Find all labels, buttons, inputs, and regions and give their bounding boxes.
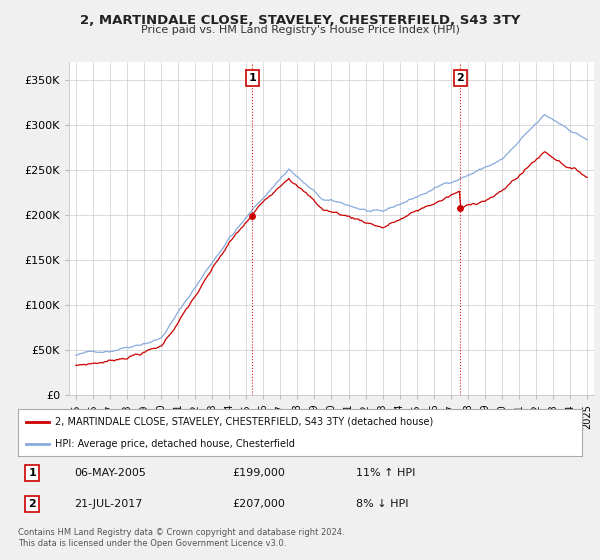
Text: 1: 1	[28, 468, 36, 478]
Text: 2, MARTINDALE CLOSE, STAVELEY, CHESTERFIELD, S43 3TY: 2, MARTINDALE CLOSE, STAVELEY, CHESTERFI…	[80, 14, 520, 27]
Text: 11% ↑ HPI: 11% ↑ HPI	[356, 468, 416, 478]
Text: HPI: Average price, detached house, Chesterfield: HPI: Average price, detached house, Ches…	[55, 438, 295, 449]
Text: Contains HM Land Registry data © Crown copyright and database right 2024.
This d: Contains HM Land Registry data © Crown c…	[18, 528, 344, 548]
Text: Price paid vs. HM Land Registry's House Price Index (HPI): Price paid vs. HM Land Registry's House …	[140, 25, 460, 35]
Text: 2: 2	[28, 500, 36, 509]
Text: 06-MAY-2005: 06-MAY-2005	[74, 468, 146, 478]
Text: 8% ↓ HPI: 8% ↓ HPI	[356, 500, 409, 509]
Text: £199,000: £199,000	[232, 468, 285, 478]
Text: 21-JUL-2017: 21-JUL-2017	[74, 500, 143, 509]
Text: 1: 1	[248, 73, 256, 83]
Text: 2: 2	[457, 73, 464, 83]
Text: £207,000: £207,000	[232, 500, 285, 509]
Text: 2, MARTINDALE CLOSE, STAVELEY, CHESTERFIELD, S43 3TY (detached house): 2, MARTINDALE CLOSE, STAVELEY, CHESTERFI…	[55, 417, 433, 427]
